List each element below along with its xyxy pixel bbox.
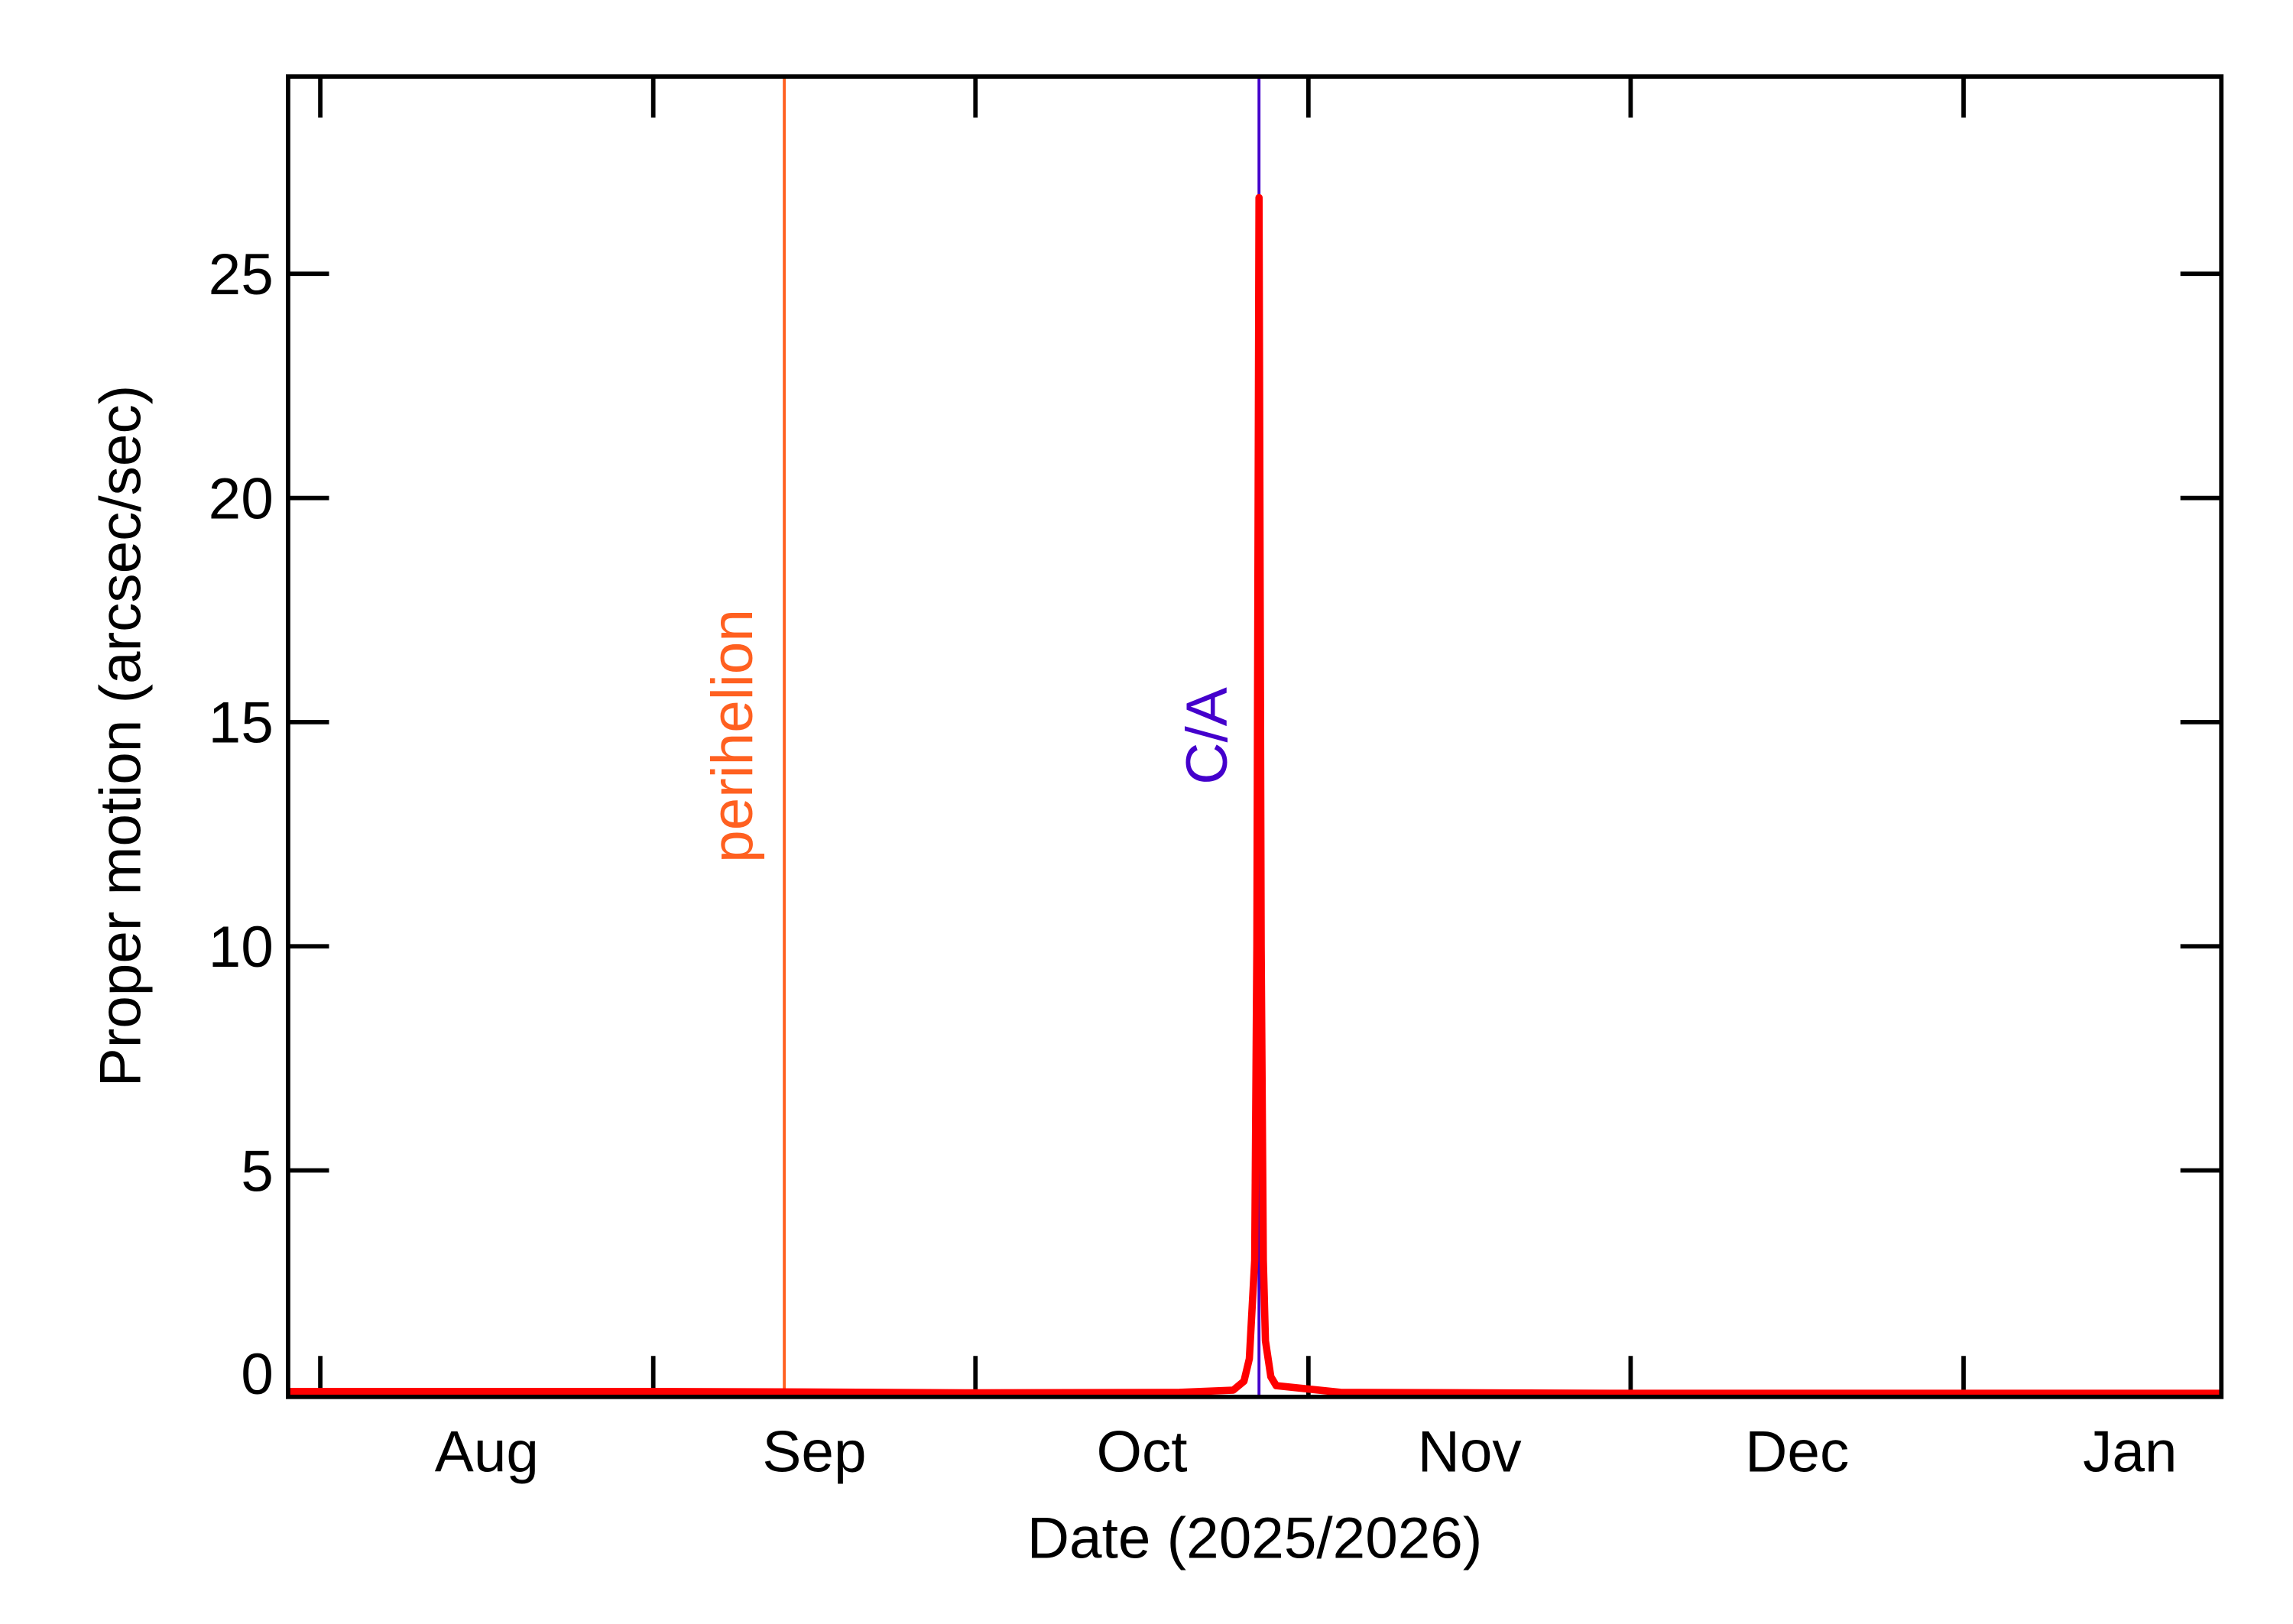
y-tick-label: 20	[209, 466, 274, 531]
x-tick-label: Aug	[435, 1419, 539, 1484]
y-tick-label: 10	[209, 915, 274, 980]
y-tick-label: 5	[241, 1139, 274, 1204]
annotation-label: C/A	[1175, 687, 1240, 785]
x-tick-label: Jan	[2083, 1419, 2177, 1484]
x-tick-label: Oct	[1097, 1419, 1188, 1484]
x-tick-label: Dec	[1745, 1419, 1849, 1484]
y-tick-label: 25	[209, 242, 274, 307]
plot-frame	[286, 74, 2224, 1399]
x-tick-label: Nov	[1418, 1419, 1522, 1484]
x-axis-label: Date (2025/2026)	[1027, 1506, 1483, 1571]
y-tick-label: 0	[241, 1342, 274, 1407]
y-tick-label: 15	[209, 691, 274, 756]
y-axis-label: Proper motion (arcsec/sec)	[89, 385, 154, 1088]
annotation-label: perihelion	[700, 609, 765, 863]
x-tick-label: Sep	[762, 1419, 866, 1484]
data-line	[287, 193, 2222, 1397]
